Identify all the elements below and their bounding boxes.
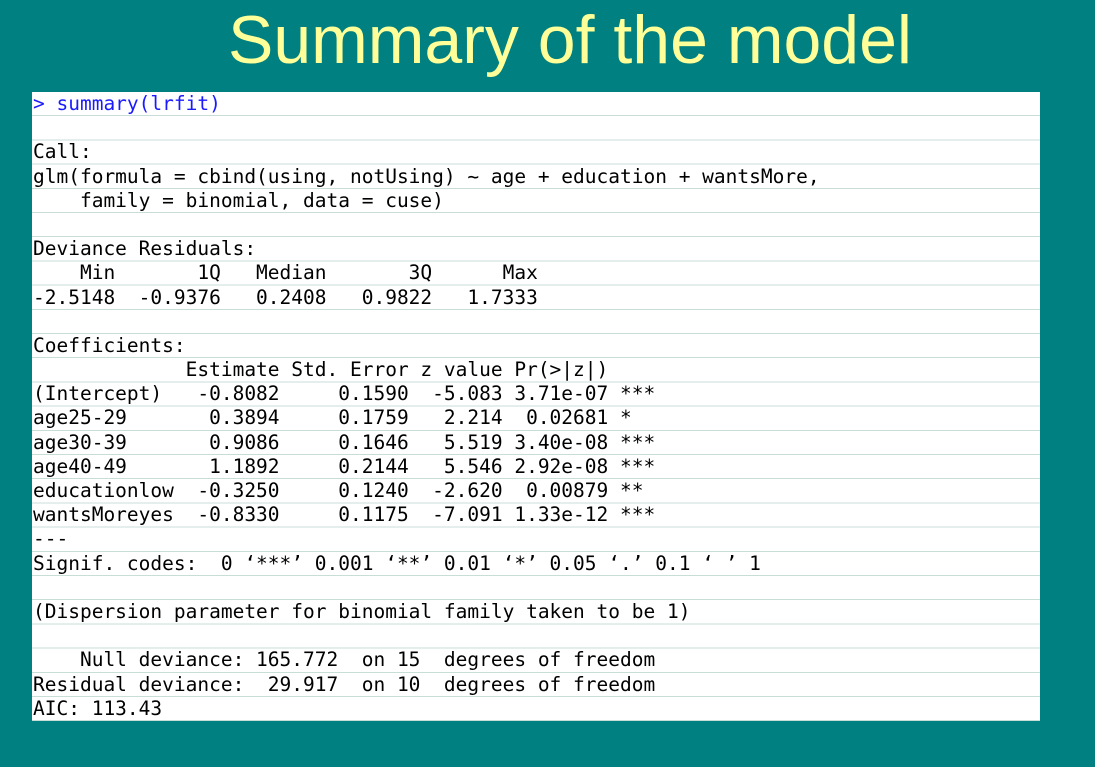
console-dispersion-note: (Dispersion parameter for binomial famil… (33, 599, 691, 623)
console-null-deviance: Null deviance: 165.772 on 15 degrees of … (33, 648, 656, 672)
console-residual-deviance: Residual deviance: 29.917 on 10 degrees … (33, 672, 656, 696)
console-call-header: Call: (33, 140, 92, 164)
slide-title: Summary of the model (227, 2, 913, 78)
console-line (32, 310, 1040, 334)
console-separator: --- (33, 527, 69, 551)
console-aic: AIC: 113.43 (33, 696, 163, 720)
console-call-formula: glm(formula = cbind(using, notUsing) ~ a… (33, 164, 820, 188)
coefficient-row-intercept: (Intercept) -0.8082 0.1590 -5.083 3.71e-… (33, 382, 656, 406)
console-signif-codes: Signif. codes: 0 ‘***’ 0.001 ‘**’ 0.01 ‘… (33, 551, 761, 575)
console-line (32, 116, 1040, 140)
console-deviance-header: Deviance Residuals: (33, 237, 257, 261)
console-line (32, 213, 1040, 237)
coefficient-row-age40-49: age40-49 1.1892 0.2144 5.546 2.92e-08 **… (33, 454, 656, 478)
console-line (32, 576, 1040, 600)
coefficient-row-educationlow: educationlow -0.3250 0.1240 -2.620 0.008… (33, 479, 644, 502)
console-coefficients-columns: Estimate Std. Error z value Pr(>|z|) (33, 358, 609, 382)
console-call-family: family = binomial, data = cuse) (33, 188, 444, 212)
console-deviance-columns: Min 1Q Median 3Q Max (33, 261, 538, 285)
coefficient-row-age25-29: age25-29 0.3894 0.1759 2.214 0.02681 * (33, 406, 632, 430)
coefficient-row-wantsmoreyes: wantsMoreyes -0.8330 0.1175 -7.091 1.33e… (33, 503, 656, 527)
console-command-line: > summary(lrfit) (33, 92, 221, 115)
r-console-output: > summary(lrfit) Call: glm(formula = cbi… (32, 92, 1040, 721)
console-coefficients-header: Coefficients: (33, 333, 186, 357)
console-line (32, 624, 1040, 648)
console-deviance-values: -2.5148 -0.9376 0.2408 0.9822 1.7333 (33, 285, 538, 309)
coefficient-row-age30-39: age30-39 0.9086 0.1646 5.519 3.40e-08 **… (33, 430, 656, 454)
